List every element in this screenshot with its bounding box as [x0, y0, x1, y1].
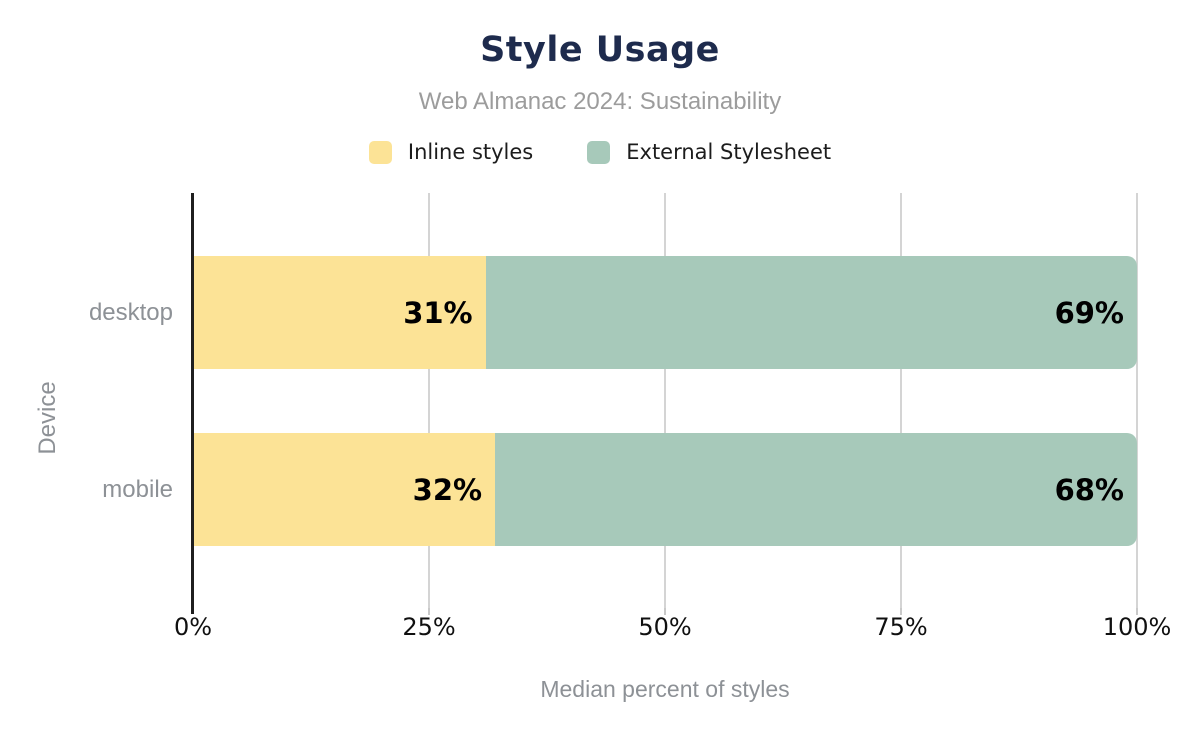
bar-value-label: 69%	[1054, 295, 1124, 330]
y-axis-title: Device	[34, 381, 61, 455]
x-tick-label-0: 0%	[173, 613, 213, 641]
legend-item-inline-styles: Inline styles	[368, 140, 534, 164]
bar-segment-inline-styles-desktop[interactable]: 31%	[193, 256, 486, 369]
y-axis-line	[191, 193, 194, 614]
plot-area: 31% 69% 32% 68%	[191, 193, 1138, 615]
gridline-100	[1136, 193, 1138, 608]
legend: Inline styles External Stylesheet	[0, 140, 1200, 164]
tick-mark-25	[428, 608, 430, 615]
x-tick-label-25: 25%	[402, 613, 456, 641]
chart-subtitle: Web Almanac 2024: Sustainability	[418, 88, 782, 115]
tick-mark-75	[900, 608, 902, 615]
x-tick-label-50: 50%	[638, 613, 692, 641]
x-axis-title: Median percent of styles	[540, 676, 790, 702]
bar-value-label: 31%	[403, 295, 473, 330]
legend-label: Inline styles	[407, 140, 534, 164]
bar-row-desktop: 31% 69%	[193, 256, 1137, 369]
x-tick-label-75: 75%	[874, 613, 928, 641]
gridline-75	[900, 193, 902, 608]
legend-swatch-inline-styles	[368, 140, 392, 164]
tick-mark-100	[1136, 608, 1138, 615]
bar-segment-external-stylesheet-desktop[interactable]: 69%	[485, 256, 1137, 369]
category-label-mobile: mobile	[102, 475, 173, 503]
tick-mark-50	[664, 608, 666, 615]
chart-title: Style Usage	[480, 30, 720, 70]
bar-segment-external-stylesheet-mobile[interactable]: 68%	[495, 433, 1137, 546]
category-label-desktop: desktop	[88, 298, 173, 326]
bar-value-label: 68%	[1054, 472, 1124, 507]
bar-segment-inline-styles-mobile[interactable]: 32%	[193, 433, 496, 546]
x-axis-tick-labels: 0% 25% 50% 75% 100%	[174, 613, 1171, 643]
legend-item-external-stylesheet: External Stylesheet	[587, 140, 831, 164]
legend-swatch-external-stylesheet	[587, 140, 611, 164]
gridline-50	[664, 193, 666, 608]
gridline-25	[428, 193, 430, 608]
legend-label: External Stylesheet	[626, 140, 832, 164]
bar-value-label: 32%	[412, 472, 483, 507]
bar-row-mobile: 32% 68%	[193, 433, 1137, 546]
x-tick-label-100: 100%	[1102, 613, 1172, 641]
